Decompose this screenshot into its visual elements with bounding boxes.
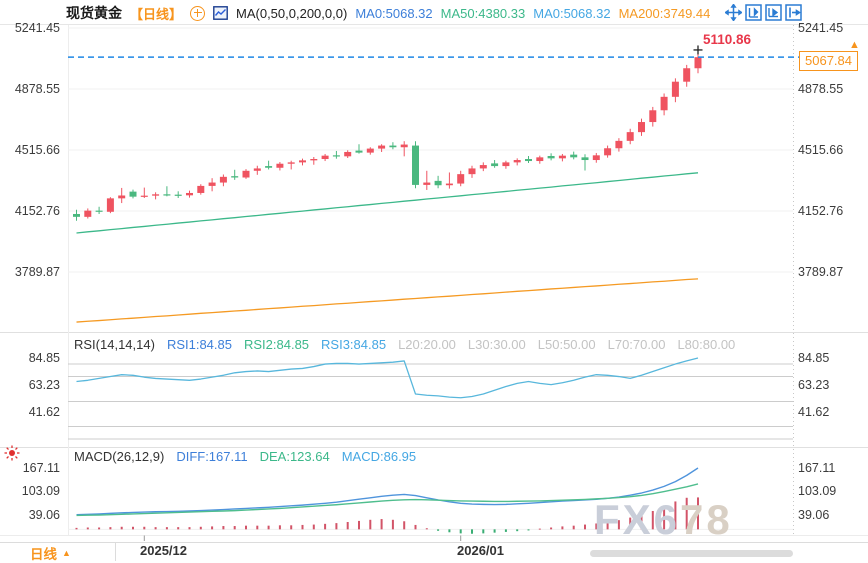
sun-indicator-icon[interactable] <box>3 444 21 462</box>
x-axis-date: 2026/01 <box>457 543 504 558</box>
rsi-level-l80: L80:80.00 <box>677 337 736 352</box>
rsi-axis-label: 84.85 <box>798 351 830 365</box>
ma0b-value: MA0:5068.32 <box>533 5 611 21</box>
rsi-header: RSI(14,14,14) RSI1:84.85 RSI2:84.85 RSI3… <box>74 337 735 352</box>
indicator-chart-icon[interactable] <box>213 6 228 20</box>
last-price-tag: 5067.84 <box>799 51 858 71</box>
rsi-level-l70: L70:70.00 <box>607 337 666 352</box>
go-to-latest-icon[interactable] <box>785 4 802 21</box>
macd-value: MACD:86.95 <box>341 449 417 464</box>
price-axis-label: 4878.55 <box>798 82 844 96</box>
price-axis-label: 5241.45 <box>14 21 60 35</box>
rsi1-value: RSI1:84.85 <box>166 337 232 352</box>
rsi-axis-label: 41.62 <box>798 405 830 419</box>
move-crosshair-icon[interactable] <box>725 4 742 21</box>
price-axis-label: 3789.87 <box>14 265 60 279</box>
chart-header: 现货黄金 【日线】 MA(0,50,0,200,0,0) MA0:5068.32… <box>66 4 710 22</box>
zoom-x-axis-icon[interactable] <box>765 4 782 21</box>
period-selector-button[interactable]: 日线 ▲ <box>30 543 71 563</box>
price-axis-label: 4878.55 <box>14 82 60 96</box>
macd-axis-label: 103.09 <box>21 484 60 498</box>
watermark: FX678 <box>594 496 733 543</box>
rsi3-value: RSI3:84.85 <box>321 337 387 352</box>
price-axis-label: 4152.76 <box>798 204 844 218</box>
rsi-axis-label: 84.85 <box>28 351 60 365</box>
rsi-level-l50: L50:50.00 <box>537 337 596 352</box>
price-axis-label: 4152.76 <box>14 204 60 218</box>
rsi-axis-label: 41.62 <box>28 405 60 419</box>
horizontal-scrollbar[interactable] <box>590 550 793 557</box>
price-axis-label: 4515.66 <box>798 143 844 157</box>
rsi-axis-label: 63.23 <box>798 378 830 392</box>
price-axis-label: 4515.66 <box>14 143 60 157</box>
x-axis-date: 2025/12 <box>140 543 187 558</box>
ma50-value: MA50:4380.33 <box>440 5 526 21</box>
macd-axis-label: 167.11 <box>22 461 60 475</box>
price-axis-label: 5241.45 <box>798 21 844 35</box>
macd-axis-label: 39.06 <box>28 508 60 522</box>
zoom-y-axis-icon[interactable] <box>745 4 762 21</box>
high-price-label: 5110.86 <box>703 32 752 47</box>
ma0-value: MA0:5068.32 <box>355 5 433 21</box>
macd-title: MACD(26,12,9) <box>74 449 165 464</box>
symbol-name: 现货黄金 <box>66 5 122 21</box>
diff-value: DIFF:167.11 <box>176 449 248 464</box>
rsi2-value: RSI2:84.85 <box>243 337 310 352</box>
macd-axis-label: 103.09 <box>798 484 837 498</box>
macd-axis-label: 39.06 <box>798 508 830 522</box>
chart-toolbar <box>725 4 802 21</box>
period-selector-label: 日线 <box>30 547 57 562</box>
rsi-level-l30: L30:30.00 <box>467 337 526 352</box>
ma-settings: MA(0,50,0,200,0,0) <box>236 5 348 21</box>
ma200-value: MA200:3749.44 <box>618 5 711 21</box>
dropdown-arrow-icon: ▲ <box>62 548 71 558</box>
period-tag: 【日线】 <box>130 6 183 22</box>
dea-value: DEA:123.64 <box>259 449 330 464</box>
rsi-axis-label: 63.23 <box>28 378 60 392</box>
circle-plus-icon[interactable] <box>190 5 206 21</box>
macd-header: MACD(26,12,9) DIFF:167.11 DEA:123.64 MAC… <box>74 449 416 464</box>
rsi-title: RSI(14,14,14) <box>74 337 155 352</box>
macd-axis-label: 167.11 <box>798 461 836 475</box>
price-up-arrow-icon: ▲ <box>849 39 860 51</box>
rsi-level-l20: L20:20.00 <box>398 337 456 352</box>
price-axis-label: 3789.87 <box>798 265 844 279</box>
